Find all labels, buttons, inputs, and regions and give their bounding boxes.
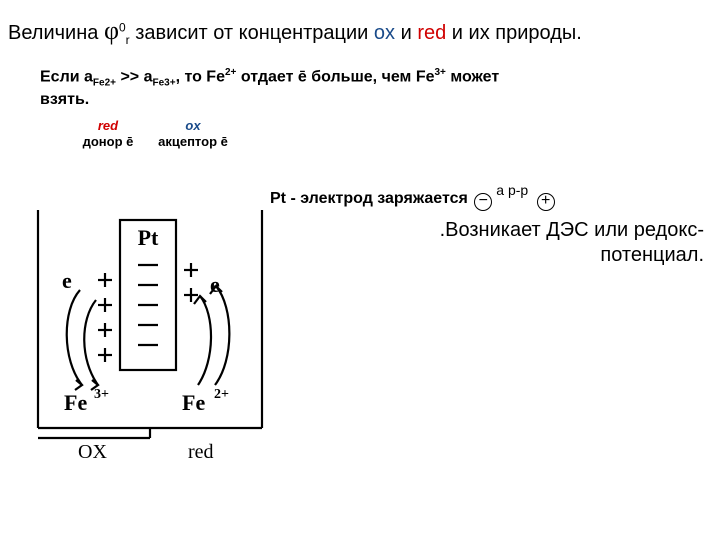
pt-label: Pt <box>138 225 159 250</box>
b1-sub1: Fe <box>93 78 105 89</box>
title-red: red <box>417 22 446 44</box>
title-line: Величина φ0r зависит от концентрации ox … <box>8 16 582 47</box>
des-line: .Возникает ДЭС или редокс- потенциал. <box>330 218 704 268</box>
b1-sup2: 3+ <box>164 78 175 89</box>
title-and: и <box>395 22 417 44</box>
fe-right-sup: 2+ <box>214 387 229 402</box>
phi-sup: 0 <box>119 20 126 34</box>
phi-symbol: φ <box>104 16 119 45</box>
arrow-text: а р-р <box>496 182 528 198</box>
labels-acceptor: акцептор ē <box>148 134 238 150</box>
labels-ox: ox <box>185 118 200 133</box>
fe-right-label: Fe <box>182 390 205 415</box>
line3-t2: потенциал. <box>600 244 704 266</box>
b1-sub2: Fe <box>152 78 164 89</box>
circled-plus-icon: + <box>537 193 555 211</box>
b1-mid: отдает ē больше, чем Fe <box>236 68 434 85</box>
b1-gg: >> а <box>116 68 152 85</box>
pt-text: Pt - электрод заряжается <box>270 190 472 207</box>
b1-sup1: 2+ <box>105 78 116 89</box>
body-line-1: Если аFe2+ >> аFe3+, то Fe2+ отдает ē бо… <box>40 66 710 110</box>
title-mid1: зависит от концентрации <box>130 22 374 44</box>
title-post: и их природы. <box>446 22 582 44</box>
labels-donor: донор ē <box>68 134 148 150</box>
line3-t1: .Возникает ДЭС или редокс- <box>440 219 704 241</box>
donor-acceptor-labels: red ox донор ēакцептор ē <box>68 118 238 151</box>
charge-line: Pt - электрод заряжается −а р-р + <box>270 190 557 211</box>
b1-if: Если а <box>40 68 93 85</box>
labels-red: red <box>98 118 118 133</box>
b1-sup4: 3+ <box>435 67 446 78</box>
fe-left-label: Fe <box>64 390 87 415</box>
fe-left-sup: 3+ <box>94 387 109 402</box>
title-pre: Величина <box>8 22 104 44</box>
b1-end: может <box>446 68 499 85</box>
e-left-label: e <box>62 268 72 293</box>
circled-minus-icon: − <box>474 193 492 211</box>
e-right-label: e <box>210 272 220 297</box>
electrode-diagram: Pt e e Fe 3+ Fe 2+ OX red <box>20 210 280 470</box>
red-label: red <box>188 441 214 463</box>
diagram-svg: Pt e e Fe 3+ Fe 2+ OX red <box>38 210 262 463</box>
b1-line2: взять. <box>40 91 89 108</box>
title-ox: ox <box>374 22 395 44</box>
b1-sup3: 2+ <box>225 67 236 78</box>
ox-label: OX <box>78 441 107 463</box>
b1-then: , то Fe <box>176 68 225 85</box>
